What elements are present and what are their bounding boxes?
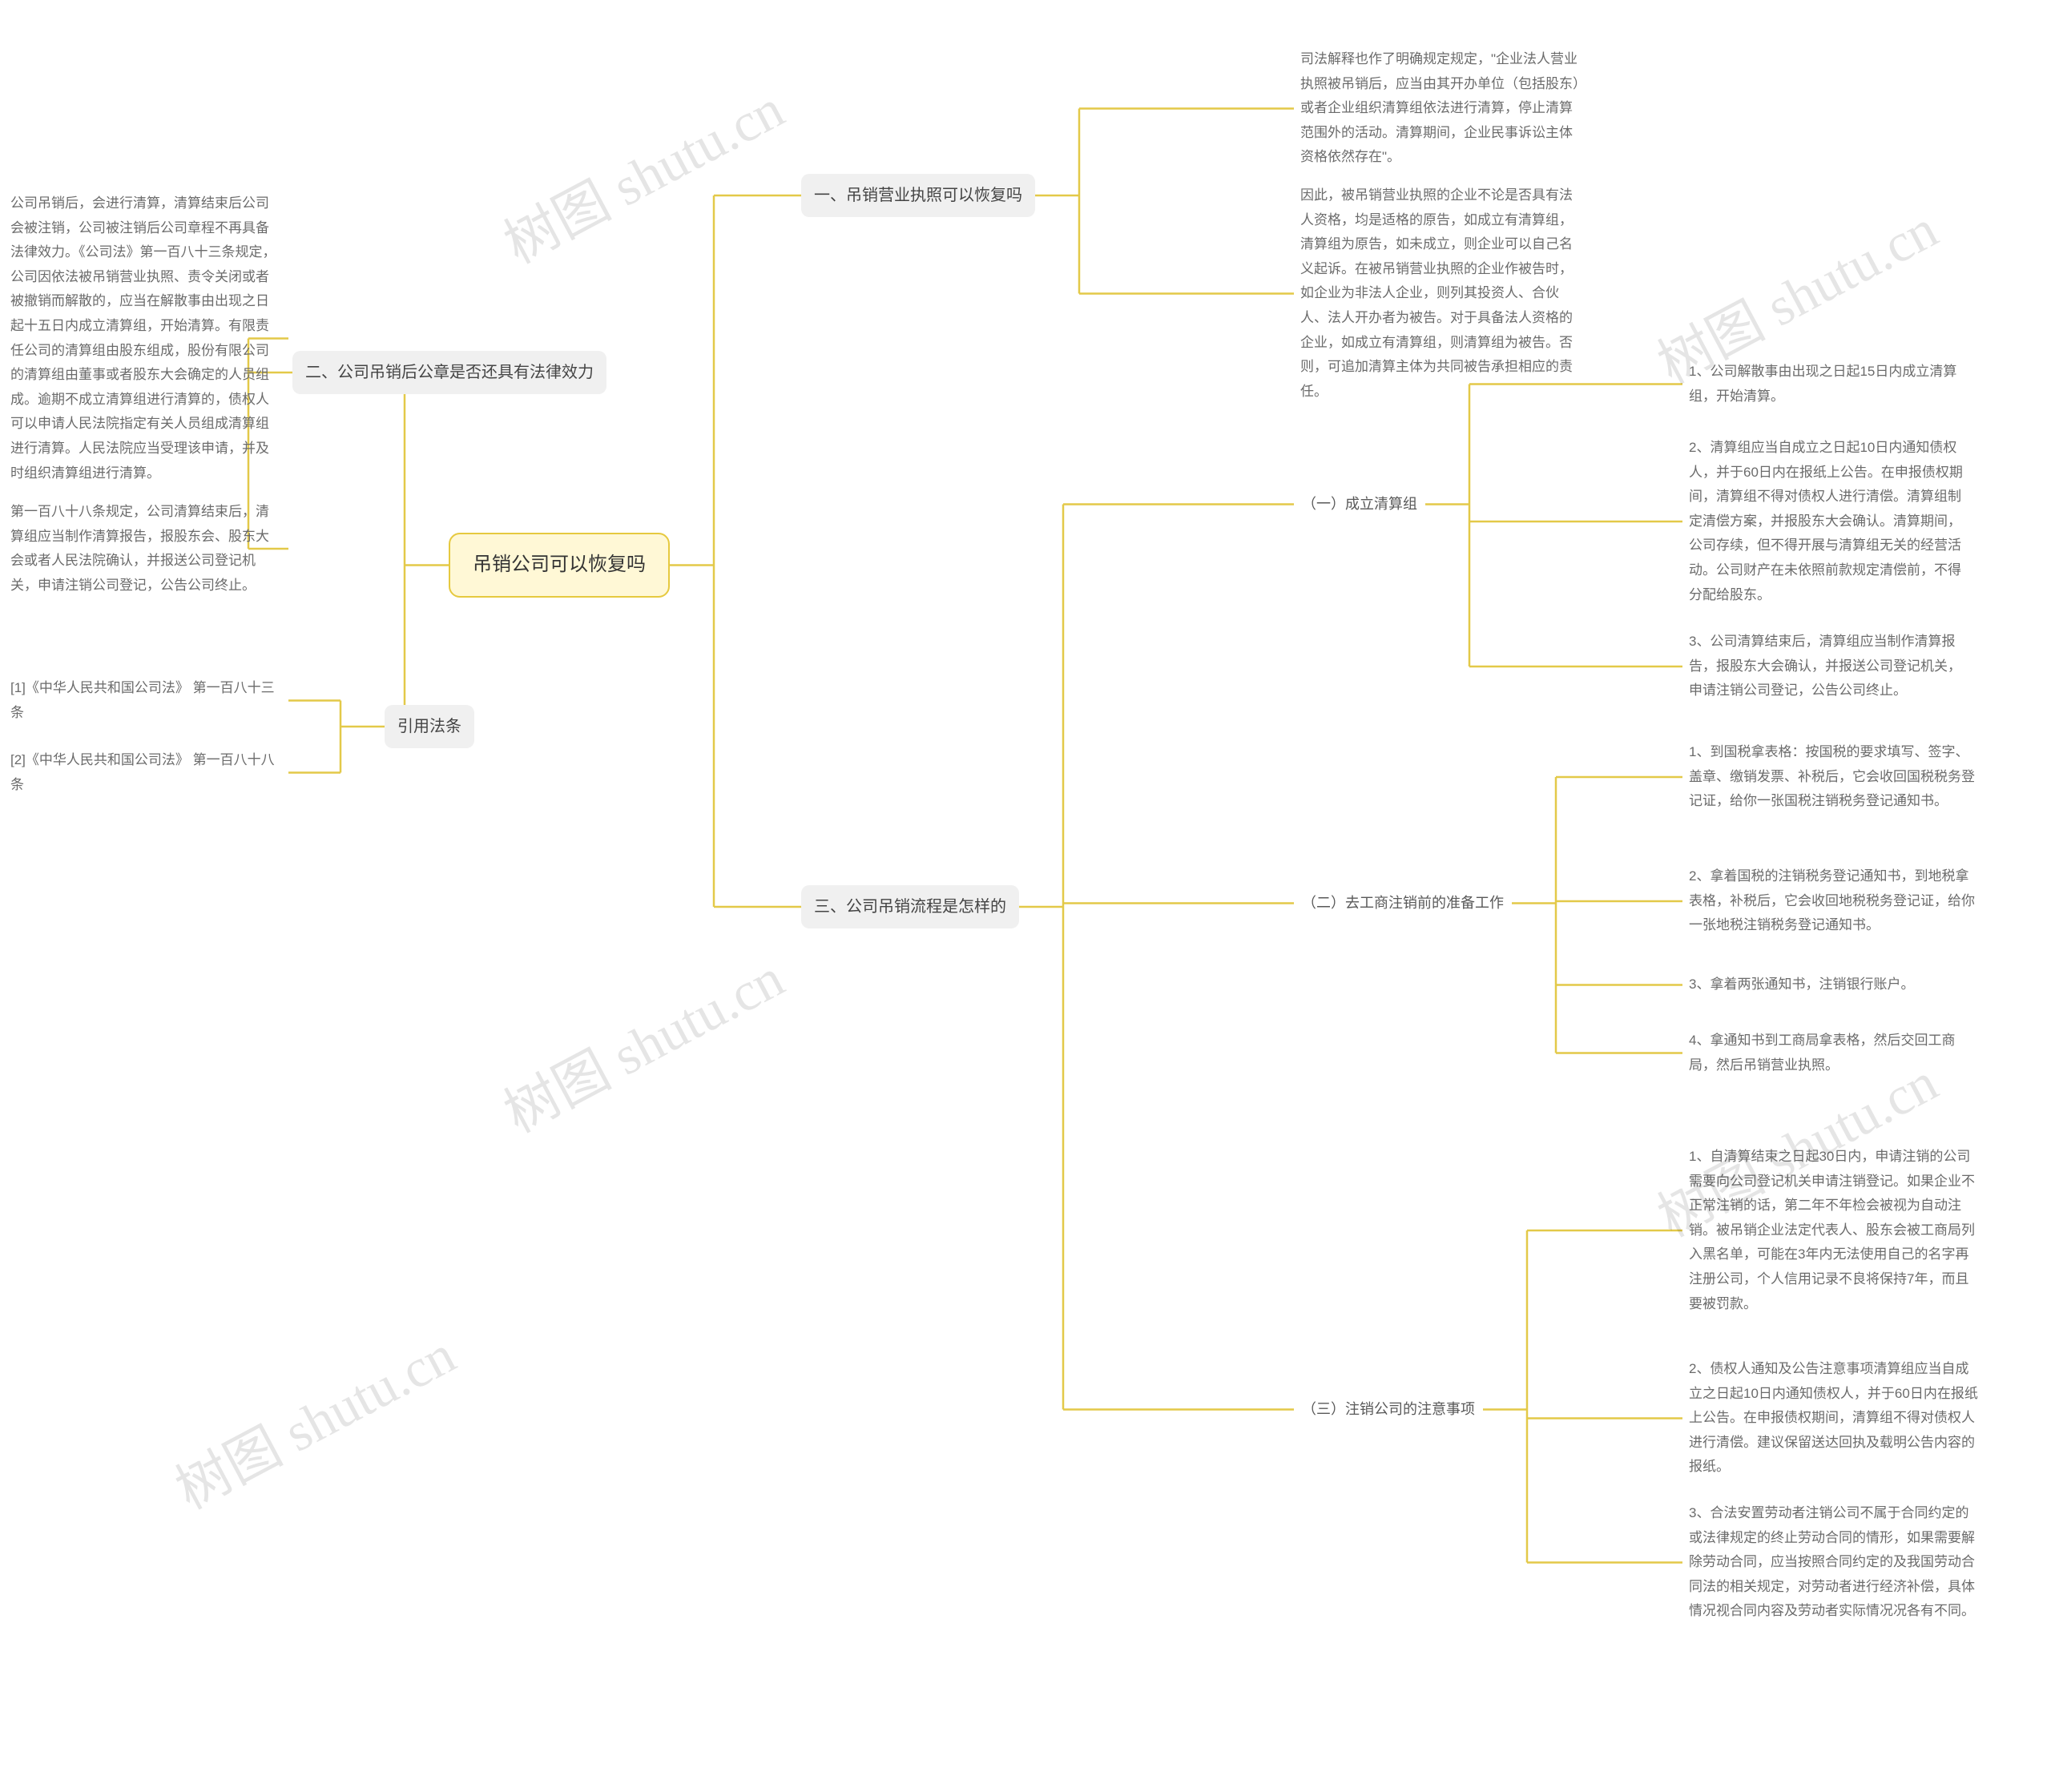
g3-item-0: 1、自清算结束之日起30日内，申请注销的公司需要向公司登记机关申请注销登记。如果… — [1682, 1142, 1987, 1319]
watermark: 树图 shutu.cn — [159, 1311, 466, 1524]
g2-item-2: 3、拿着两张通知书，注销银行账户。 — [1682, 969, 1987, 1001]
g1-item-0: 1、公司解散事由出现之日起15日内成立清算组，开始清算。 — [1682, 356, 1979, 412]
g1-item-1: 2、清算组应当自成立之日起10日内通知债权人，并于60日内在报纸上公告。在申报债… — [1682, 433, 1979, 610]
b2-leaf-0: 公司吊销后，会进行清算，清算结束后公司会被注销，公司被注销后公司章程不再具备法律… — [4, 188, 288, 489]
b3-g1: （一）成立清算组 — [1294, 489, 1425, 520]
branch-ref: 引用法条 — [385, 705, 474, 748]
b3-g3: （三）注销公司的注意事项 — [1294, 1394, 1483, 1425]
g2-item-1: 2、拿着国税的注销税务登记通知书，到地税拿表格，补税后，它会收回地税税务登记证，… — [1682, 861, 1987, 941]
g3-item-2: 3、合法安置劳动者注销公司不属于合同约定的或法律规定的终止劳动合同的情形，如果需… — [1682, 1498, 1987, 1627]
g2-item-3: 4、拿通知书到工商局拿表格，然后交回工商局，然后吊销营业执照。 — [1682, 1025, 1987, 1081]
root-node: 吊销公司可以恢复吗 — [449, 533, 670, 598]
b3-g2: （二）去工商注销前的准备工作 — [1294, 888, 1512, 919]
b1-leaf-1: 因此，被吊销营业执照的企业不论是否具有法人资格，均是适格的原告，如成立有清算组，… — [1294, 180, 1590, 407]
g2-item-0: 1、到国税拿表格：按国税的要求填写、签字、盖章、缴销发票、补税后，它会收回国税税… — [1682, 737, 1987, 817]
g1-item-2: 3、公司清算结束后，清算组应当制作清算报告，报股东大会确认，并报送公司登记机关，… — [1682, 626, 1979, 707]
branch-1: 一、吊销营业执照可以恢复吗 — [801, 174, 1035, 217]
watermark: 树图 shutu.cn — [488, 65, 795, 279]
b2-leaf-1: 第一百八十八条规定，公司清算结束后，清算组应当制作清算报告，报股东会、股东大会或… — [4, 497, 288, 601]
branch-2: 二、公司吊销后公章是否还具有法律效力 — [292, 351, 606, 394]
watermark: 树图 shutu.cn — [488, 934, 795, 1148]
b1-leaf-0: 司法解释也作了明确规定规定，"企业法人营业执照被吊销后，应当由其开办单位（包括股… — [1294, 44, 1590, 173]
bref-leaf-1: [2]《中华人民共和国公司法》 第一百八十八条 — [4, 745, 288, 800]
bref-leaf-0: [1]《中华人民共和国公司法》 第一百八十三条 — [4, 673, 288, 728]
branch-3: 三、公司吊销流程是怎样的 — [801, 885, 1019, 928]
g3-item-1: 2、债权人通知及公告注意事项清算组应当自成立之日起10日内通知债权人，并于60日… — [1682, 1354, 1987, 1483]
